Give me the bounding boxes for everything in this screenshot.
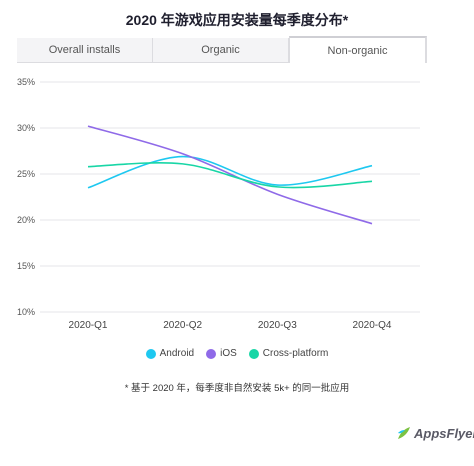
y-tick-label: 10% xyxy=(17,307,35,317)
x-tick-label: 2020-Q1 xyxy=(69,320,108,331)
appsflyer-leaf-icon xyxy=(398,427,410,439)
legend-label-cross-platform: Cross-platform xyxy=(262,348,329,359)
legend-item-cross-platform: Cross-platform xyxy=(248,348,329,359)
series-line-android xyxy=(87,155,373,189)
y-tick-label: 20% xyxy=(17,215,35,225)
y-tick-label: 35% xyxy=(17,77,35,87)
tab-non-organic[interactable]: Non-organic xyxy=(289,36,427,63)
x-tick-label: 2020-Q4 xyxy=(353,320,392,331)
ios-swatch-icon xyxy=(206,348,217,359)
android-swatch-icon xyxy=(145,348,156,359)
footnote: * 基于 2020 年，每季度非自然安装 5k+ 的同一批应用 xyxy=(124,383,350,394)
line-chart: 10% 15% 20% 25% 30% 35% 2020-Q1 2020-Q2 2020-Q3 2… xyxy=(17,77,420,331)
tab-bar: Overall installs Organic Non-organic xyxy=(17,36,427,63)
appsflyer-logo: AppsFlyer xyxy=(396,425,474,441)
series-line-cross-platform xyxy=(87,162,373,189)
legend-label-android: Android xyxy=(159,348,195,359)
y-tick-label: 30% xyxy=(17,123,35,133)
logo-text: AppsFlyer xyxy=(414,425,474,441)
tab-organic[interactable]: Organic xyxy=(153,38,289,62)
chart-legend: Android iOS Cross-platform xyxy=(0,348,474,359)
x-tick-label: 2020-Q3 xyxy=(258,320,297,331)
y-tick-label: 25% xyxy=(17,169,35,179)
legend-label-ios: iOS xyxy=(220,348,237,359)
series-line-ios xyxy=(87,125,373,225)
legend-item-android: Android xyxy=(145,348,195,359)
x-tick-label: 2020-Q2 xyxy=(163,320,202,331)
legend-item-ios: iOS xyxy=(206,348,237,359)
y-tick-label: 15% xyxy=(17,261,35,271)
cross-platform-swatch-icon xyxy=(248,348,259,359)
tab-overall-installs[interactable]: Overall installs xyxy=(17,38,153,62)
chart-title: 2020 年游戏应用安装量每季度分布* xyxy=(125,12,349,28)
